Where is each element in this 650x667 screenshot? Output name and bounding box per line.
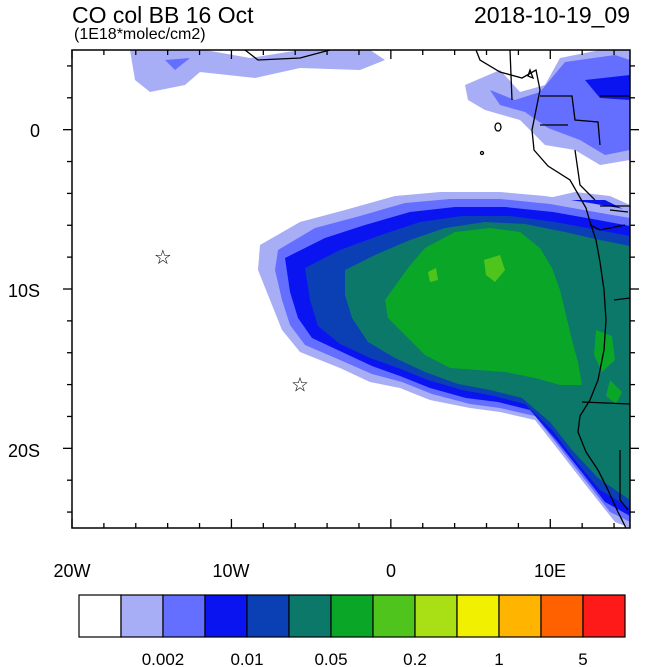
star-marker-2: ☆ xyxy=(291,373,309,397)
colorbar-swatch-6 xyxy=(330,594,374,638)
north-band-mid xyxy=(165,58,190,70)
colorbar-swatch-9 xyxy=(456,594,500,638)
colorbar-swatch-5 xyxy=(288,594,332,638)
xtick-label-20w: 20W xyxy=(53,561,90,581)
coastlines xyxy=(244,50,630,528)
gulf-islands xyxy=(527,68,535,80)
north-band-light xyxy=(130,50,385,92)
africa-coast xyxy=(475,50,627,528)
coast-green-1 xyxy=(594,330,615,372)
colorbar-swatch-0 xyxy=(78,594,122,638)
colorbar-label-3: 0.2 xyxy=(403,650,427,667)
colorbar xyxy=(78,594,626,638)
colorbar-swatch-7 xyxy=(372,594,416,638)
colorbar-swatch-4 xyxy=(246,594,290,638)
plume-green xyxy=(385,228,582,385)
colorbar-labels: 0.002 0.01 0.05 0.2 1 5 xyxy=(142,650,588,667)
colorbar-label-1: 0.01 xyxy=(230,650,263,667)
ytick-label-20s: 20S xyxy=(8,441,40,461)
colorbar-swatch-10 xyxy=(498,594,542,638)
bioko-island xyxy=(494,122,502,132)
markers-layer: ☆☆ xyxy=(154,245,309,396)
coast-green-2 xyxy=(606,380,622,404)
colorbar-label-2: 0.05 xyxy=(314,650,347,667)
colorbar-swatch-1 xyxy=(120,594,164,638)
ca-north-dark xyxy=(585,75,630,100)
xtick-label-10w: 10W xyxy=(212,561,249,581)
country-borders-north xyxy=(509,50,630,207)
colorbar-swatch-12 xyxy=(582,594,626,638)
axis-ticks xyxy=(63,50,639,528)
colorbar-label-4: 1 xyxy=(494,650,503,667)
plume-lime-1 xyxy=(484,255,505,282)
country-borders-south xyxy=(581,209,630,511)
colorbar-swatch-2 xyxy=(162,594,206,638)
colorbar-swatch-8 xyxy=(414,594,458,638)
colorbar-label-0: 0.002 xyxy=(142,650,185,667)
star-marker-1: ☆ xyxy=(154,245,172,269)
north-coast-fragment xyxy=(244,50,331,61)
xtick-label-10e: 10E xyxy=(534,561,566,581)
colorbar-swatch-11 xyxy=(540,594,584,638)
plume-lime-2 xyxy=(428,268,438,282)
plot-units: (1E18*molec/cm2) xyxy=(74,26,206,43)
xtick-label-0: 0 xyxy=(386,561,396,581)
co-concentration-field xyxy=(130,50,630,528)
ytick-label-10s: 10S xyxy=(8,281,40,301)
colorbar-swatch-3 xyxy=(204,594,248,638)
plot-title: CO col BB 16 Oct xyxy=(72,2,254,28)
colorbar-label-5: 5 xyxy=(578,650,587,667)
sao-tome-island xyxy=(479,150,485,156)
plot-timestamp: 2018-10-19_09 xyxy=(473,2,630,28)
ytick-label-0: 0 xyxy=(30,121,40,141)
